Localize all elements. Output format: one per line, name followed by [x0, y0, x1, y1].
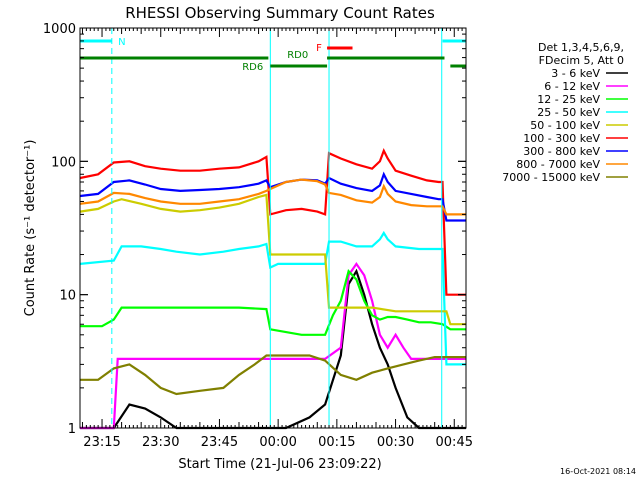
legend-entry-label: 3 - 6 keV [551, 67, 600, 80]
y-ticks: 1 10 100 1000 [43, 22, 466, 437]
legend-entry-label: 300 - 800 keV [523, 145, 600, 158]
y-tick-label: 100 [51, 155, 76, 170]
legend-entry-label: 12 - 25 keV [537, 93, 600, 106]
y-tick-label: 1000 [43, 22, 76, 37]
y-axis-label: Count Rate (s⁻¹ detector⁻¹) [23, 140, 38, 317]
legend-entry-label: 7000 - 15000 keV [502, 171, 600, 184]
series-line-5 [79, 193, 466, 326]
legend-header-line: Det 1,3,4,5,6,9, [538, 41, 624, 54]
timestamp-stamp: 16-Oct-2021 08:14 [560, 467, 636, 476]
x-axis-label: Start Time (21-Jul-06 23:09:22) [178, 457, 381, 472]
y-tick-label: 10 [59, 289, 76, 304]
series-layer [79, 148, 466, 430]
annotation-label-rd0: RD0 [287, 50, 308, 61]
legend-entry-label: 100 - 300 keV [523, 132, 600, 145]
legend-entry-label: 6 - 12 keV [544, 80, 600, 93]
annotations-layer: N F RD0 RD6 [80, 37, 466, 73]
series-line-3 [80, 269, 466, 336]
plot-frame [79, 27, 467, 429]
legend-header-line: FDecim 5, Att 0 [539, 54, 624, 67]
legend-entry-label: 800 - 7000 keV [516, 158, 600, 171]
series-line-4 [79, 230, 466, 366]
chart-title: RHESSI Observing Summary Count Rates [125, 4, 435, 22]
annotation-label-f: F [316, 43, 322, 54]
series-line-6 [79, 148, 466, 296]
x-tick-label: 23:15 [83, 435, 120, 450]
x-tick-label: 00:00 [259, 435, 296, 450]
x-tick-label: 23:45 [201, 435, 238, 450]
x-tick-label: 00:30 [377, 435, 414, 450]
legend-entry-label: 25 - 50 keV [537, 106, 600, 119]
x-tick-label: 00:15 [318, 435, 355, 450]
series-line-8 [79, 178, 466, 216]
x-tick-label: 23:30 [142, 435, 179, 450]
legend-entry-label: 50 - 100 keV [530, 119, 600, 132]
y-tick-label: 1 [68, 422, 76, 437]
annotation-label-rd6: RD6 [242, 62, 263, 73]
legend: Det 1,3,4,5,6,9,FDecim 5, Att 03 - 6 keV… [502, 41, 628, 184]
x-ticks: 23:15 23:30 23:45 00:00 00:15 00:30 00:45 [81, 28, 473, 450]
x-tick-label: 00:45 [436, 435, 473, 450]
annotation-label-n: N [118, 37, 125, 48]
